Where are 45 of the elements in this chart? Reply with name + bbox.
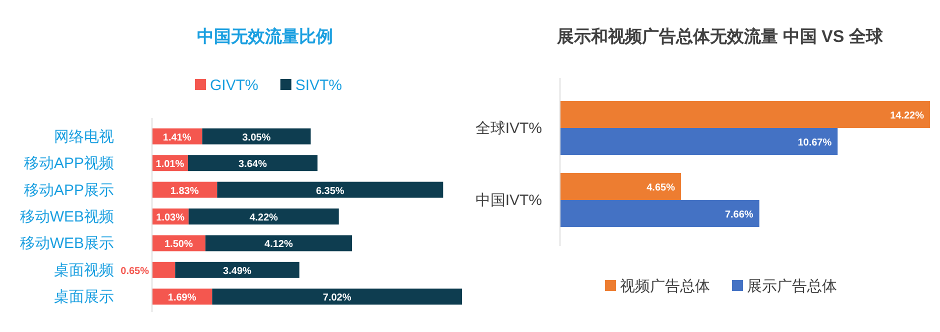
y-tick-label: 全球IVT%	[475, 120, 542, 137]
bar	[202, 128, 311, 144]
legend-label: 展示广告总体	[747, 278, 837, 295]
bar	[560, 101, 930, 128]
legend-label: 视频广告总体	[620, 278, 710, 295]
data-label: 7.02%	[322, 292, 352, 304]
data-label: 1.03%	[156, 212, 185, 224]
data-label: 1.01%	[156, 159, 184, 170]
data-label: 1.41%	[162, 132, 192, 144]
data-label: 6.35%	[316, 186, 344, 197]
y-tick-label: 移动APP展示	[24, 182, 114, 199]
y-tick-label: 网络电视	[54, 128, 114, 146]
bar	[205, 235, 352, 252]
data-label: 1.83%	[170, 186, 199, 197]
data-label: 4.12%	[264, 239, 293, 250]
data-label: 4.22%	[250, 212, 278, 224]
y-tick-label: 桌面视频	[54, 262, 114, 279]
y-tick-label: 移动WEB视频	[20, 208, 114, 226]
legend-label: GIVT%	[210, 77, 258, 94]
chart-title: 中国无效流量比例	[197, 27, 333, 46]
bar	[560, 128, 838, 155]
data-label: 0.65%	[120, 266, 150, 277]
data-label: 3.49%	[223, 266, 252, 277]
y-tick-label: 中国IVT%	[475, 192, 542, 209]
data-label: 4.65%	[646, 182, 676, 194]
data-label: 7.66%	[724, 210, 754, 220]
data-label: 3.05%	[242, 132, 271, 144]
y-tick-label: 桌面展示	[54, 288, 114, 306]
bar	[152, 262, 176, 278]
data-label: 10.67%	[798, 138, 832, 148]
data-label: 14.22%	[890, 110, 924, 122]
bar	[212, 288, 462, 305]
chart-title: 展示和视频广告总体无效流量 中国 VS 全球	[556, 27, 884, 46]
data-label: 1.69%	[168, 292, 196, 304]
bar	[560, 200, 760, 227]
y-tick-label: 移动WEB展示	[20, 235, 114, 252]
bar	[175, 262, 300, 278]
bar	[188, 208, 339, 224]
data-label: 3.64%	[238, 159, 268, 170]
bar	[560, 173, 681, 200]
bar	[217, 182, 444, 198]
data-label: 1.50%	[164, 239, 193, 250]
legend-label: SIVT%	[295, 77, 342, 94]
y-tick-label: 移动APP视频	[24, 155, 114, 172]
bar	[188, 155, 318, 172]
